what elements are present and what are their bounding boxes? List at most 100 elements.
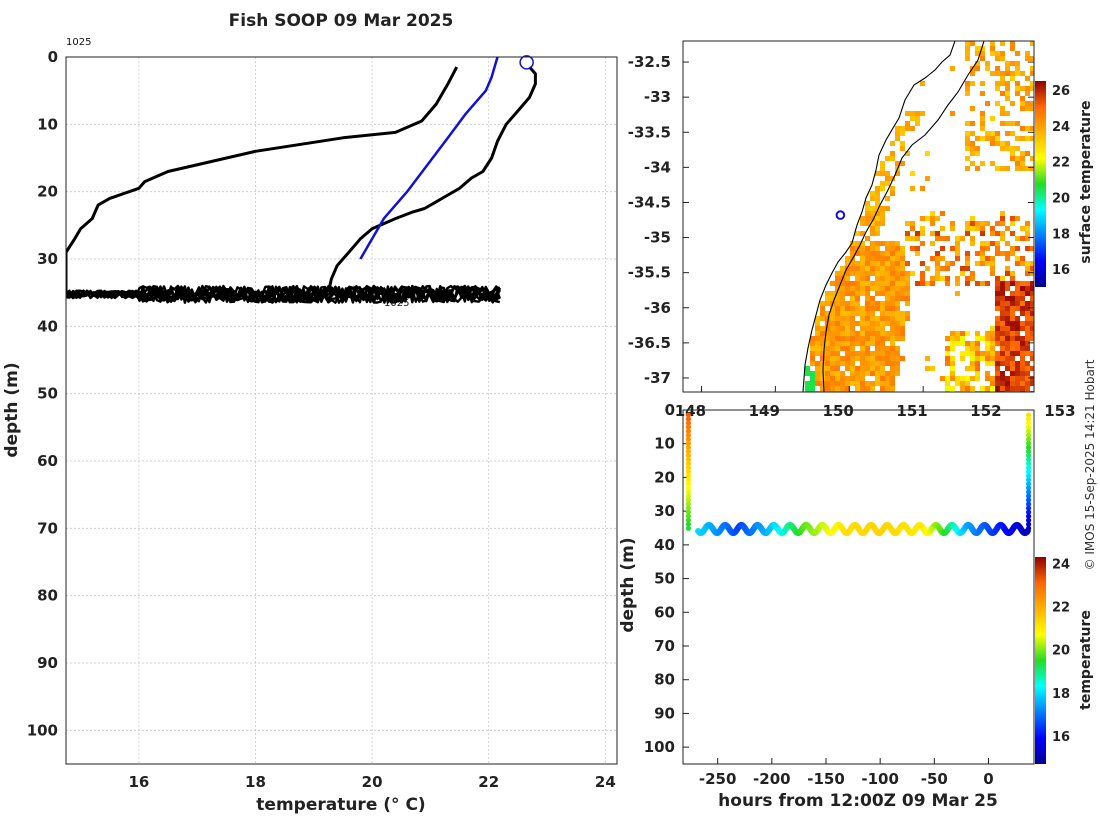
sst-cell bbox=[840, 271, 845, 276]
profile-ytick: 70 bbox=[37, 519, 58, 537]
sst-cell bbox=[895, 326, 900, 331]
sst-cell bbox=[890, 191, 895, 196]
tow-band bbox=[66, 284, 501, 304]
sst-cell bbox=[890, 316, 895, 321]
sst-cell bbox=[940, 226, 945, 231]
sst-cell bbox=[955, 291, 960, 296]
sst-cell bbox=[880, 161, 885, 166]
sst-cell bbox=[995, 66, 1000, 71]
sst-cell bbox=[895, 266, 900, 271]
sst-cell bbox=[985, 131, 990, 136]
sst-cell bbox=[1020, 291, 1025, 296]
sst-cell bbox=[1025, 56, 1030, 61]
sst-cell bbox=[865, 296, 870, 301]
section-profile-point bbox=[1025, 440, 1032, 446]
sst-cell bbox=[1010, 131, 1015, 136]
sst-cell bbox=[970, 161, 975, 166]
sst-cell bbox=[1030, 271, 1034, 276]
sst-cell bbox=[975, 346, 980, 351]
sst-cell bbox=[875, 291, 880, 296]
sst-cell bbox=[845, 376, 850, 381]
sst-cell bbox=[1030, 286, 1034, 291]
sst-cell bbox=[840, 356, 845, 361]
sst-cell bbox=[815, 316, 820, 321]
sst-cell bbox=[945, 266, 950, 271]
sst-cell bbox=[900, 256, 905, 261]
section-profile-point bbox=[1025, 452, 1032, 459]
sst-cell bbox=[875, 301, 880, 306]
section-profile-point bbox=[685, 485, 692, 491]
sst-cell bbox=[1015, 256, 1020, 261]
sst-cell bbox=[955, 381, 960, 386]
sst-cell bbox=[1025, 331, 1030, 336]
sst-cell bbox=[860, 266, 865, 271]
sst-cell bbox=[995, 141, 1000, 146]
sst-cell bbox=[855, 241, 860, 246]
sst-cell bbox=[1010, 271, 1015, 276]
sst-cell bbox=[1020, 136, 1025, 141]
profile-grid bbox=[66, 56, 617, 764]
section-profile-point bbox=[1025, 428, 1032, 434]
sst-cell bbox=[1005, 91, 1010, 96]
sst-cell bbox=[945, 356, 950, 361]
sst-cell bbox=[835, 291, 840, 296]
sst-cell bbox=[890, 261, 895, 266]
sst-cell bbox=[815, 331, 820, 336]
sst-cell bbox=[1025, 76, 1030, 81]
sst-cell bbox=[850, 326, 855, 331]
sst-cell bbox=[890, 176, 895, 181]
sst-cell bbox=[865, 346, 870, 351]
section-profile-point bbox=[685, 412, 692, 418]
section-profile-point bbox=[1025, 521, 1032, 527]
sst-cell bbox=[885, 206, 890, 211]
sst-cell bbox=[860, 256, 865, 261]
sst-cell bbox=[1000, 306, 1005, 311]
sst-cell bbox=[850, 331, 855, 336]
sst-cell bbox=[935, 266, 940, 271]
sst-cell bbox=[960, 266, 965, 271]
sst-cell bbox=[830, 351, 835, 356]
sst-cell bbox=[1015, 351, 1020, 356]
section-ytick: 0 bbox=[665, 401, 675, 419]
sst-cell bbox=[835, 296, 840, 301]
sst-cell bbox=[885, 296, 890, 301]
sst-cell bbox=[875, 271, 880, 276]
sst-cell bbox=[1005, 226, 1010, 231]
sst-cell bbox=[865, 316, 870, 321]
sst-cell bbox=[855, 311, 860, 316]
sst-cell bbox=[815, 351, 820, 356]
map-ytick: -33.5 bbox=[628, 123, 671, 141]
sst-cell bbox=[960, 336, 965, 341]
sst-cell bbox=[1030, 366, 1034, 371]
sst-cell bbox=[855, 336, 860, 341]
sst-cell bbox=[840, 331, 845, 336]
sst-cell bbox=[875, 226, 880, 231]
section-profile-point bbox=[685, 416, 692, 422]
sst-cell bbox=[970, 356, 975, 361]
sst-cell bbox=[845, 361, 850, 366]
sst-cell bbox=[1020, 371, 1025, 376]
sst-map-ticks: -32.5 -33 -33.5 -34 -34.5 -35 -35.5 -36 -36.5 -37… bbox=[628, 53, 1076, 420]
sst-cell bbox=[975, 351, 980, 356]
sst-cell bbox=[885, 356, 890, 361]
sst-cell bbox=[1005, 166, 1010, 171]
sst-cell bbox=[1025, 226, 1030, 231]
sst-cell bbox=[900, 271, 905, 276]
section-colorbar-tick: 20 bbox=[1052, 644, 1070, 659]
sst-cell bbox=[885, 351, 890, 356]
sst-cell bbox=[880, 326, 885, 331]
sst-cell bbox=[940, 276, 945, 281]
sst-cell bbox=[920, 271, 925, 276]
sst-cell bbox=[865, 351, 870, 356]
section-ytick: 50 bbox=[654, 570, 675, 588]
sst-cell bbox=[995, 326, 1000, 331]
sst-cell bbox=[840, 326, 845, 331]
sst-cell bbox=[885, 176, 890, 181]
sst-cell bbox=[880, 181, 885, 186]
sst-cell bbox=[860, 376, 865, 381]
sst-cell bbox=[845, 301, 850, 306]
section-profile-point bbox=[685, 521, 692, 527]
sst-cell bbox=[895, 131, 900, 136]
sst-cell bbox=[820, 366, 825, 371]
sst-cell bbox=[1010, 76, 1015, 81]
